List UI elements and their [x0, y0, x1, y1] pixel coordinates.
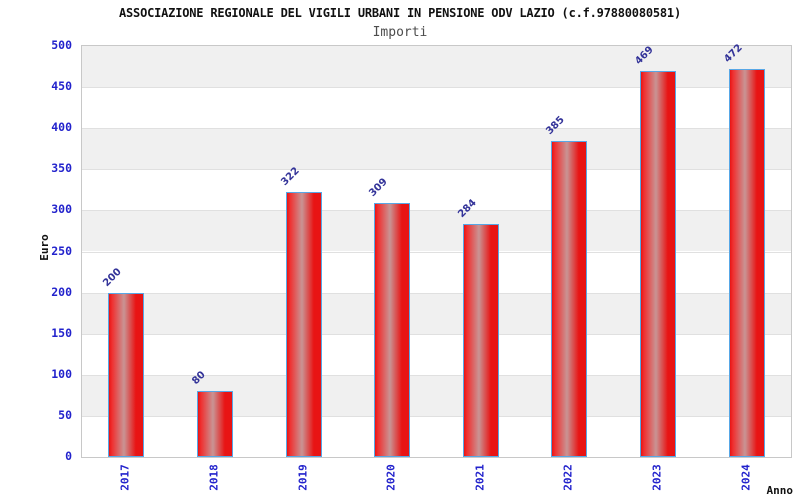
y-tick-label: 100 [51, 366, 72, 381]
x-tick-label: 2020 [384, 464, 398, 491]
x-tick-label: 2019 [296, 464, 310, 491]
gridline [82, 415, 791, 417]
gridline [82, 128, 791, 130]
bar [108, 292, 145, 457]
bar [551, 140, 588, 457]
y-tick-label: 150 [51, 325, 72, 340]
plot-band [82, 46, 791, 88]
gridline [82, 210, 791, 212]
x-axis-label: Anno [766, 484, 794, 497]
bar [462, 223, 499, 457]
plot-band [82, 415, 791, 457]
bar [374, 203, 411, 457]
plot-band [82, 128, 791, 170]
y-tick-label: 0 [65, 449, 72, 463]
plot-band [82, 251, 791, 293]
bar [728, 69, 765, 457]
x-tick-label: 2018 [207, 464, 221, 491]
x-tick-label: 2023 [650, 464, 664, 491]
y-axis-label: Euro [37, 234, 51, 261]
y-tick-label: 300 [51, 202, 72, 217]
plot-band [82, 169, 791, 211]
gridline [82, 169, 791, 171]
chart-subtitle: Importi [372, 25, 428, 40]
plot-band [82, 87, 791, 129]
x-tick-label: 2022 [561, 464, 575, 491]
y-tick-label: 250 [51, 243, 72, 258]
y-tick-label: 400 [51, 120, 72, 135]
gridline [82, 251, 791, 253]
gridline [82, 87, 791, 89]
x-tick-label: 2024 [739, 464, 753, 491]
y-tick-label: 500 [51, 38, 72, 52]
bar [285, 192, 322, 457]
bar [640, 71, 677, 457]
y-tick-label: 200 [51, 284, 72, 299]
y-tick-label: 50 [58, 407, 72, 422]
gridline [82, 333, 791, 335]
x-tick-label: 2021 [473, 464, 487, 491]
bar [196, 391, 233, 457]
plot-band [82, 210, 791, 252]
y-tick-label: 350 [51, 161, 72, 176]
chart-title: ASSOCIAZIONE REGIONALE DEL VIGILI URBANI… [119, 6, 681, 20]
plot-band [82, 292, 791, 334]
x-tick-label: 2017 [118, 464, 132, 491]
plot-band [82, 333, 791, 375]
y-tick-label: 450 [51, 79, 72, 94]
plot-area: 200 80 322 309 284 385 469 472 [81, 42, 792, 458]
plot-band [82, 374, 791, 416]
gridline [82, 374, 791, 376]
gridline [82, 292, 791, 294]
